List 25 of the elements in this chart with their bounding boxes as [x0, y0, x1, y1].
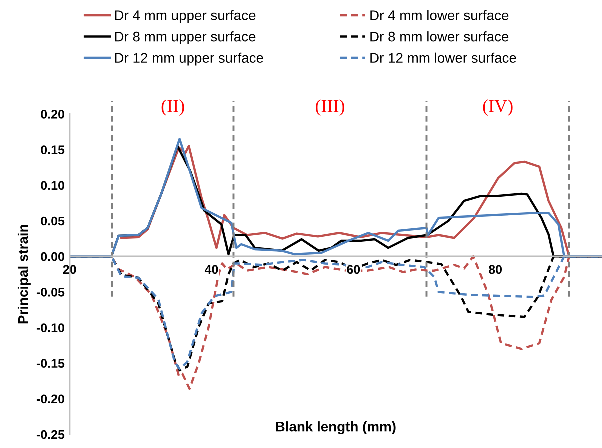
y-tick-label: 0.15	[41, 146, 65, 154]
x-axis-title: Blank length (mm)	[276, 422, 396, 435]
legend-label: Dr 8 mm lower surface	[370, 32, 509, 42]
y-tick-label: 0.10	[41, 181, 64, 190]
y-tick-label: -0.20	[36, 394, 64, 404]
x-tick-label: 80	[489, 265, 502, 274]
x-tick-label: 60	[347, 265, 360, 274]
y-tick-label: 0.05	[41, 216, 65, 226]
y-tick-label: 0.00	[41, 252, 64, 262]
y-axis-title: Principal strain	[18, 225, 31, 324]
y-tick-label: -0.15	[36, 359, 65, 368]
legend-label: Dr 12 mm upper surface	[115, 52, 264, 66]
x-tick-label: 20	[63, 265, 76, 274]
legend-label: Dr 12 mm lower surface	[370, 52, 516, 64]
annotation: (III)	[316, 100, 344, 116]
y-tick-label: -0.25	[36, 430, 65, 440]
y-tick-label: 0.20	[41, 110, 64, 119]
y-tick-label: -0.10	[36, 324, 64, 332]
legend-label: Dr 8 mm upper surface	[115, 32, 256, 44]
annotation: (IV)	[483, 100, 513, 116]
y-tick-label: -0.05	[36, 288, 65, 297]
legend-label: Dr 4 mm upper surface	[115, 10, 256, 24]
legend-label: Dr 4 mm lower surface	[370, 10, 509, 20]
x-tick-label: 40	[204, 265, 218, 274]
annotation: (II)	[162, 100, 184, 116]
